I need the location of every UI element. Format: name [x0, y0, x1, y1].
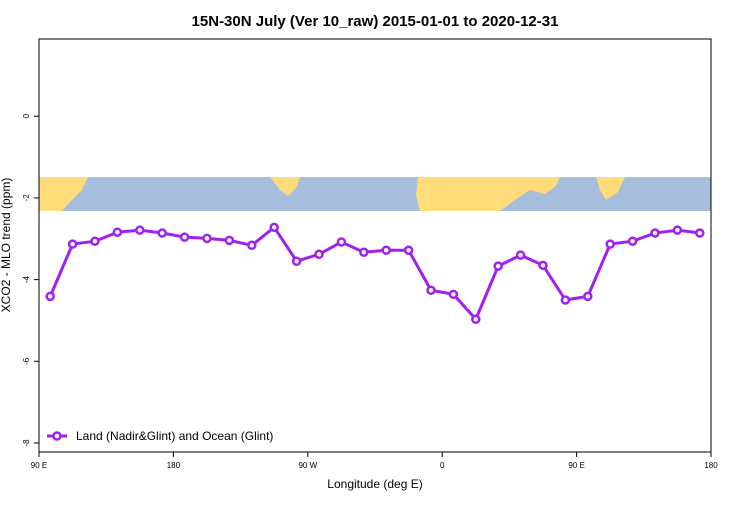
chart-title: 15N-30N July (Ver 10_raw) 2015-01-01 to … [192, 13, 559, 30]
point [291, 256, 302, 266]
point [695, 228, 705, 238]
point [67, 239, 78, 249]
x-tick-label: 90 E [568, 461, 584, 470]
y-axis-label: XCO2 - MLO trend (ppm) [0, 178, 13, 313]
y-tick-label: -8 [22, 439, 31, 447]
x-axis-label: Longitude (deg E) [327, 477, 422, 491]
point [426, 285, 436, 295]
point [448, 289, 459, 300]
plot-frame [38, 38, 712, 453]
point [538, 260, 548, 271]
point [269, 222, 279, 233]
legend-marker [52, 431, 62, 441]
point [157, 228, 167, 238]
x-tick-label: 180 [704, 461, 718, 470]
x-tick-label: 90 W [298, 461, 317, 470]
point [583, 291, 593, 302]
point [135, 225, 145, 235]
map-strip [39, 177, 711, 211]
point [471, 314, 481, 324]
x-tick-label: 180 [167, 461, 181, 470]
point [627, 236, 638, 246]
point [493, 261, 503, 271]
point [605, 239, 615, 249]
point [560, 295, 571, 305]
point [672, 225, 683, 235]
point [224, 235, 235, 246]
y-tick-label: -2 [22, 194, 31, 202]
point [336, 237, 347, 247]
y-tick-label: 0 [22, 113, 31, 118]
point [179, 232, 190, 242]
series-line [48, 225, 700, 322]
point [112, 227, 123, 237]
point [515, 250, 526, 260]
point [650, 228, 660, 238]
point [45, 291, 55, 302]
y-tick-label: -4 [22, 276, 31, 284]
x-tick-label: 90 E [31, 461, 47, 470]
x-tick-label: 0 [440, 461, 445, 470]
point [359, 247, 369, 257]
point [90, 236, 100, 246]
legend-label: Land (Nadir&Glint) and Ocean (Glint) [76, 429, 273, 443]
y-tick-label: -6 [22, 357, 31, 365]
point [247, 240, 257, 251]
point [403, 245, 414, 255]
point [381, 245, 391, 255]
point [202, 233, 212, 244]
point [314, 249, 324, 260]
